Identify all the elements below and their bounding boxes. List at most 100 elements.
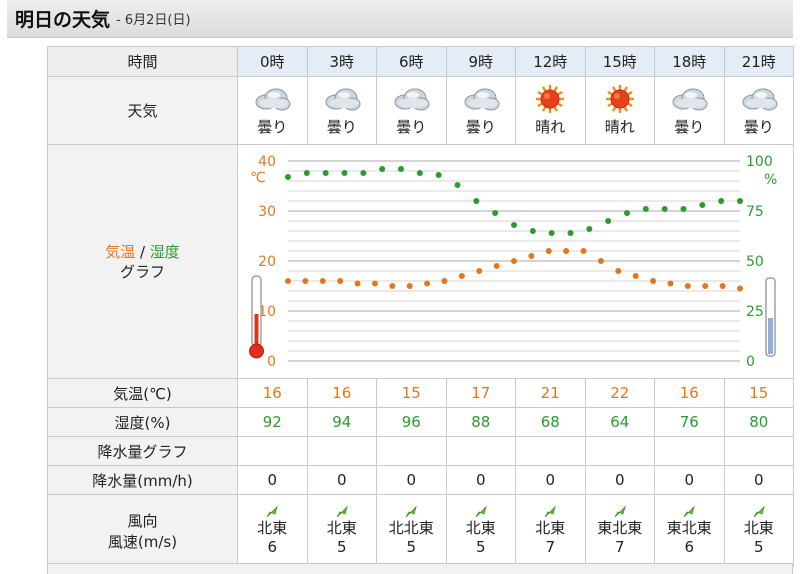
rain-graph-cell: [584, 436, 655, 466]
humidity-point: [473, 197, 480, 204]
humidity-point: [379, 165, 386, 172]
time-cell: 9時: [445, 46, 516, 77]
wind-arrow-icon: [475, 505, 487, 518]
wind-speed: 6: [684, 538, 695, 556]
weather-label: 曇り: [326, 118, 357, 136]
temp-cell: 15: [376, 378, 447, 408]
wind-speed: 5: [406, 538, 417, 556]
weather-row: 天気 曇り 曇り 曇り 曇り 晴れ 晴れ 曇り 曇り: [47, 76, 794, 145]
right-tick-label: 25: [746, 304, 764, 320]
weather-cell: 晴れ: [584, 76, 655, 145]
humidity-cell: 68: [515, 407, 586, 437]
wind-arrow-icon: [266, 505, 279, 518]
weather-cell: 曇り: [376, 76, 447, 145]
page-title: 明日の天気: [15, 9, 111, 31]
wind-arrow-icon: [405, 505, 418, 518]
humidity-cell: 76: [654, 407, 725, 437]
humidity-point: [416, 169, 423, 176]
temp-row-label: 気温(℃): [47, 378, 238, 408]
time-cell: 6時: [376, 46, 447, 77]
temp-cell: 21: [515, 378, 586, 408]
temp-point: [719, 282, 726, 289]
sun-icon: [536, 85, 565, 113]
humidity-point: [454, 181, 461, 188]
rain-graph-cell: [306, 436, 377, 466]
humidity-point: [511, 221, 517, 228]
time-cell: 15時: [584, 46, 655, 77]
humidity-point: [624, 209, 630, 216]
temp-point: [476, 267, 483, 274]
wind-direction: 北東: [326, 519, 357, 537]
humidity-point: [285, 173, 291, 180]
wind-speed: 7: [614, 538, 625, 556]
temp-point: [684, 282, 691, 289]
weather-cell: 晴れ: [515, 76, 586, 145]
humidity-point: [303, 169, 310, 176]
temp-point: [302, 277, 309, 284]
rain-graph-cell: [654, 436, 725, 466]
temp-point: [737, 285, 743, 291]
temp-point: [580, 247, 587, 254]
rain-cell: 0: [376, 465, 447, 495]
left-tick-label: 30: [258, 204, 276, 220]
temp-point: [597, 257, 604, 264]
rain-cell: 0: [237, 465, 308, 495]
humidity-cell: 80: [723, 407, 794, 437]
temp-point: [493, 262, 500, 269]
temp-point: [615, 267, 622, 274]
forecast-table: 時間 0時 3時 6時 9時 12時 15時 18時 21時 天気 曇り 曇り …: [47, 46, 794, 567]
rain-cell: 0: [306, 465, 377, 495]
left-tick-label: 40: [258, 154, 276, 170]
right-tick-label: 50: [746, 254, 764, 270]
weather-cell: 曇り: [654, 76, 725, 145]
right-axis-unit: %: [764, 172, 777, 188]
wind-cell: 北東 5: [445, 494, 516, 567]
wind-row-label: 風向 風速(m/s): [47, 494, 238, 567]
left-axis-unit: ℃: [250, 170, 266, 186]
rain-cell: 0: [445, 465, 516, 495]
rain-cell: 0: [723, 465, 794, 495]
weather-label: 曇り: [396, 118, 427, 136]
rain-row-label: 降水量(mm/h): [47, 465, 238, 495]
humidity-point: [360, 169, 367, 176]
cloud-icon: [742, 88, 778, 111]
wind-direction: 北東: [465, 519, 496, 537]
time-cell: 3時: [306, 46, 377, 77]
graph-cell: 0 10 20 30 40 ℃ 0 25 50 75 100%: [237, 144, 794, 379]
next-section-strip: [47, 563, 793, 574]
temp-point: [406, 282, 413, 289]
humidity-point: [718, 197, 725, 204]
weather-label: 曇り: [465, 118, 496, 136]
wind-arrow-icon: [753, 505, 765, 518]
weather-label: 曇り: [743, 118, 774, 136]
left-tick-label: 10: [258, 304, 276, 320]
cloud-icon: [325, 88, 361, 111]
temp-point: [545, 247, 552, 254]
cloud-icon: [394, 88, 430, 111]
temp-point: [285, 277, 291, 284]
weather-row-label: 天気: [47, 76, 238, 145]
humidity-point: [548, 229, 555, 236]
humidity-point: [699, 201, 706, 208]
weather-cell: 曇り: [445, 76, 516, 145]
temp-point: [389, 282, 396, 289]
time-cell: 0時: [237, 46, 308, 77]
graph-label-temp: 気温: [105, 242, 136, 261]
wind-speed-label: 風速(m/s): [107, 532, 178, 551]
rain-row: 降水量(mm/h) 0 0 0 0 0 0 0 0: [47, 465, 794, 495]
temp-point: [424, 280, 431, 286]
wind-cell: 北東 7: [515, 494, 586, 567]
cloud-icon: [464, 88, 500, 111]
right-tick-label: 100: [746, 154, 773, 170]
humidity-point: [661, 205, 668, 212]
wind-cell: 北北東 5: [376, 494, 447, 567]
temp-point: [667, 280, 674, 286]
temp-point: [511, 257, 517, 264]
wind-arrow-icon: [544, 505, 557, 518]
wind-arrow-icon: [614, 505, 626, 518]
humidity-cell: 64: [584, 407, 655, 437]
wind-speed: 7: [545, 538, 556, 556]
time-row: 時間 0時 3時 6時 9時 12時 15時 18時 21時: [47, 46, 794, 77]
humidity-point: [341, 169, 348, 176]
wind-direction: 北東: [743, 519, 774, 537]
